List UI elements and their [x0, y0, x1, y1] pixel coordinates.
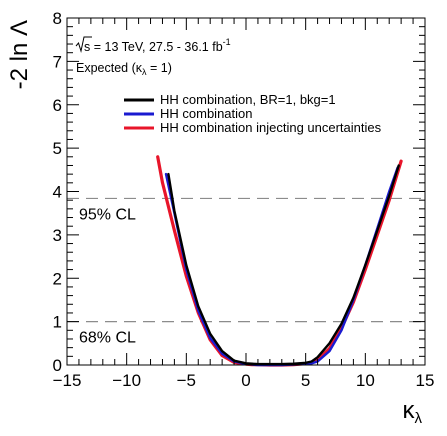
y-tick-label: 8 [53, 9, 62, 28]
x-axis-label-symbol: κ [403, 397, 416, 424]
cl-labels: 95% CL 68% CL [79, 206, 136, 346]
cl-label-1: 68% CL [79, 330, 136, 347]
x-tick-label: −15 [53, 371, 82, 390]
x-tick-label: 10 [356, 371, 375, 390]
info-energy-text: = 13 TeV, 27.5 - 36.1 fb [90, 40, 222, 54]
y-tick-label: 5 [53, 139, 62, 158]
info-energy-sup: -1 [223, 37, 231, 47]
x-tick-label: 15 [416, 371, 435, 390]
y-tick-label: 7 [53, 52, 62, 71]
x-axis-label: κλ [403, 397, 423, 427]
cl-label-0: 95% CL [79, 206, 136, 223]
legend-label-2: HH combination injecting uncertainties [160, 120, 382, 135]
y-tick-label: 6 [53, 96, 62, 115]
sqrt-symbol [75, 36, 92, 53]
info-expected-kappa: κ [136, 61, 143, 75]
info-line-expected: Expected (κλ = 1) [76, 61, 172, 77]
y-tick-label: 3 [53, 226, 62, 245]
x-tick-label: 5 [301, 371, 310, 390]
axis-tick-labels: −15 −10 −5 0 5 10 15 0 1 2 3 4 5 6 7 8 [53, 9, 435, 390]
legend-label-0: HH combination, BR=1, bkg=1 [160, 92, 336, 107]
info-expected-sub: λ [142, 67, 147, 77]
info-expected-post: = 1) [147, 61, 172, 75]
reference-lines [67, 197, 425, 323]
x-axis-label-subscript: λ [415, 410, 423, 427]
axis-ticks [66, 17, 426, 366]
y-tick-label: 0 [53, 356, 62, 375]
x-tick-label: 0 [241, 371, 250, 390]
y-tick-label: 2 [53, 269, 62, 288]
info-text-block: s = 13 TeV, 27.5 - 36.1 fb-1 Expected (κ… [75, 36, 231, 77]
y-tick-label: 4 [53, 183, 62, 202]
legend-label-1: HH combination [160, 106, 253, 121]
info-line-energy: s = 13 TeV, 27.5 - 36.1 fb-1 [84, 37, 231, 54]
legend: HH combination, BR=1, bkg=1HH combinatio… [124, 92, 382, 135]
x-tick-label: −10 [112, 371, 141, 390]
info-expected-pre: Expected ( [76, 61, 137, 75]
x-tick-label: −5 [177, 371, 196, 390]
info-energy-root: s [84, 40, 90, 54]
y-axis-label: -2 ln Λ [6, 20, 33, 89]
y-tick-label: 1 [53, 313, 62, 332]
